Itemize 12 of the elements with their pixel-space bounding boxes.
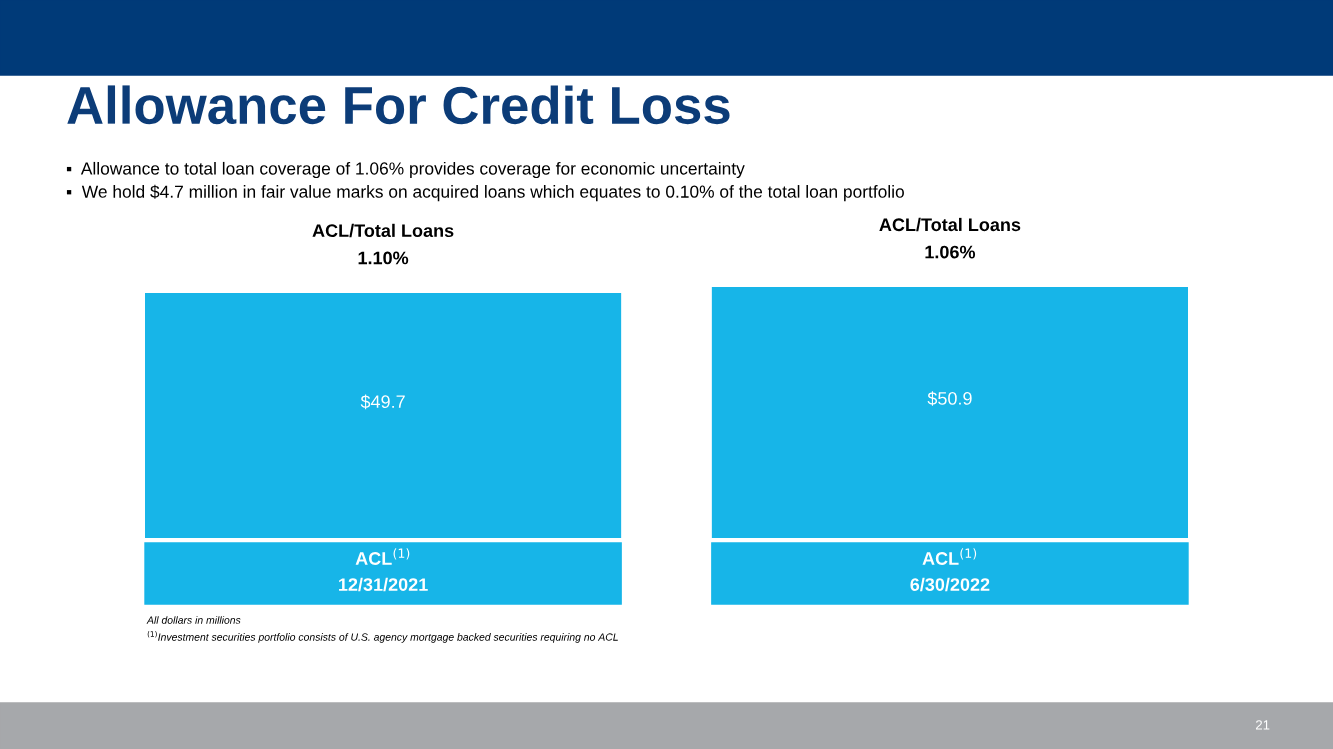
text: ▪ We hold $4.7 million in fair value marks on acquired loans which equates to 0.10% of the total loan portfolio bbox=[66, 184, 904, 202]
annotation: ACL/Total Loans 1.10% bbox=[312, 223, 454, 265]
chart-title: Allowance For Credit Loss bbox=[67, 85, 730, 125]
category-label: ACL$^{(1)}$ 6/30/2022 bbox=[910, 548, 990, 592]
text: $^{(1)}$Investment securities portfolio consists of U.S. agency mortgage backed securities requiring no ACL bbox=[147, 631, 618, 643]
text: ▪ Allowance to total loan coverage of 1.06% provides coverage for economic uncertainty bbox=[66, 161, 745, 179]
text: 21 bbox=[1255, 720, 1270, 730]
data-label: $49.7 bbox=[360, 394, 405, 410]
annotation: ACL/Total Loans 1.06% bbox=[879, 217, 1021, 259]
data-label: $50.9 bbox=[927, 391, 972, 406]
category-label: ACL$^{(1)}$ 12/31/2021 bbox=[339, 548, 428, 592]
text: All dollars in millions bbox=[146, 616, 241, 624]
